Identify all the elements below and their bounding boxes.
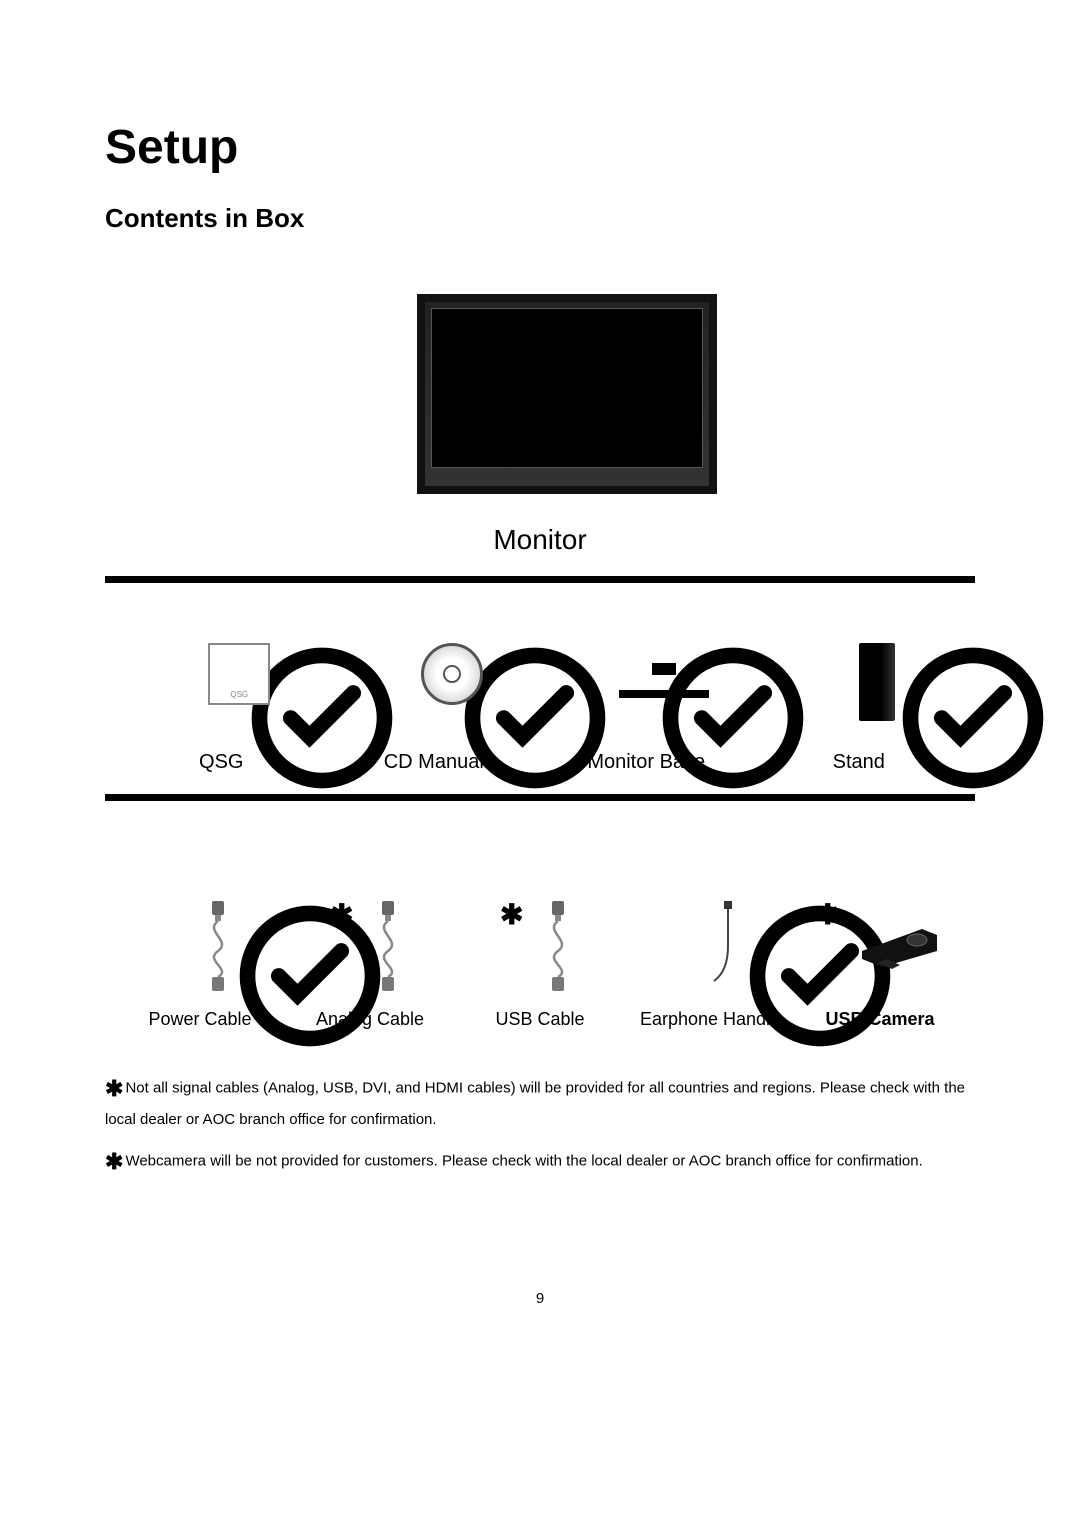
accessories-row-2: Power Cable ✱ Analog Cable ✱ USB Cable E…	[105, 841, 975, 1030]
stand-illustration	[859, 643, 895, 721]
item-label: Stand	[833, 751, 885, 774]
star-icon: ✱	[330, 901, 354, 929]
star-icon: ✱	[816, 901, 840, 929]
earphone-illustration	[706, 901, 750, 991]
check-icon	[172, 643, 196, 667]
qsg-illustration	[208, 643, 270, 705]
item-power-cable: Power Cable	[115, 901, 285, 1030]
item-label: USB Camera	[825, 1009, 934, 1030]
cable-illustration	[536, 901, 580, 991]
item-usb-camera: ✱ USB Camera	[795, 901, 965, 1030]
check-icon	[823, 643, 847, 667]
monitor-label: Monitor	[105, 524, 975, 556]
item-stand: Stand	[753, 643, 966, 774]
cable-illustration	[366, 901, 410, 991]
item-monitor-base: Monitor Base	[540, 643, 753, 774]
section-subtitle: Contents in Box	[105, 203, 975, 234]
star-icon: ✱	[105, 1076, 123, 1101]
item-label: Analog Cable	[316, 1009, 424, 1030]
star-icon: ✱	[500, 901, 524, 929]
page-title: Setup	[105, 120, 975, 175]
accessories-row-1: QSG CD Manual Monitor Base Stand	[105, 623, 975, 801]
item-label: Power Cable	[148, 1009, 251, 1030]
item-label: Monitor Base	[587, 751, 705, 774]
check-icon	[160, 901, 184, 925]
base-illustration	[619, 663, 709, 713]
check-icon	[583, 643, 607, 667]
cd-illustration	[421, 643, 483, 705]
monitor-section: Monitor	[105, 294, 975, 583]
check-icon	[363, 294, 387, 318]
item-usb-cable: ✱ USB Cable	[455, 901, 625, 1030]
item-analog-cable: ✱ Analog Cable	[285, 901, 455, 1030]
item-label: QSG	[199, 751, 243, 774]
check-icon	[385, 643, 409, 667]
page-number: 9	[105, 1290, 975, 1307]
item-label: CD Manual	[384, 751, 484, 774]
star-icon: ✱	[105, 1149, 123, 1174]
camera-illustration	[852, 901, 944, 971]
item-label: Earphone Handle	[640, 1009, 780, 1030]
monitor-illustration	[417, 294, 717, 494]
item-earphone-handle: Earphone Handle	[625, 901, 795, 1030]
item-label: USB Cable	[495, 1009, 584, 1030]
item-cd-manual: CD Manual	[328, 643, 541, 774]
footnotes: ✱Not all signal cables (Analog, USB, DVI…	[105, 1070, 975, 1180]
footnote-1: ✱Not all signal cables (Analog, USB, DVI…	[105, 1070, 975, 1133]
cable-illustration	[196, 901, 240, 991]
check-icon	[670, 901, 694, 925]
item-qsg: QSG	[115, 643, 328, 774]
footnote-2: ✱Webcamera will be not provided for cust…	[105, 1143, 975, 1180]
